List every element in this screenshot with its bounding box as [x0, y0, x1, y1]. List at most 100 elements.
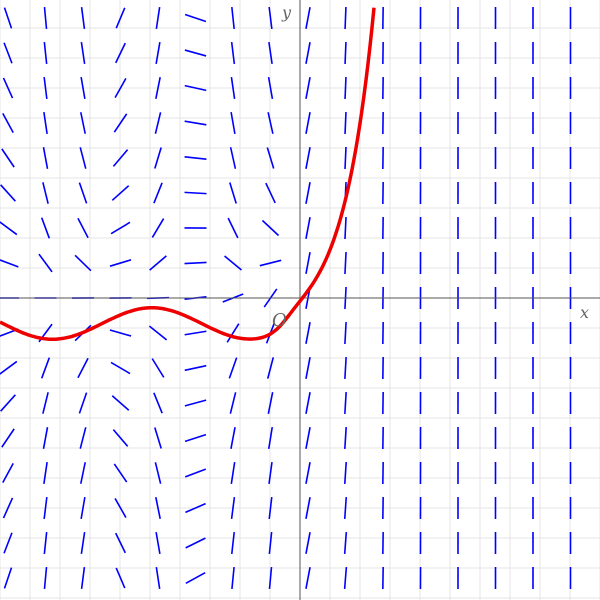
- slope-segment: [79, 462, 87, 484]
- slope-segment: [77, 357, 89, 379]
- slope-segment: [79, 427, 87, 449]
- slope-segment: [155, 77, 161, 99]
- slope-segment: [230, 462, 236, 484]
- y-axis-label: y: [281, 3, 292, 22]
- slope-segment: [42, 182, 49, 204]
- slope-segment: [184, 84, 207, 92]
- slope-segment: [155, 567, 161, 589]
- slope-segment: [43, 112, 48, 134]
- slope-segment: [305, 392, 311, 414]
- slope-segment: [0, 221, 18, 236]
- slope-segment: [155, 497, 161, 519]
- slope-segment: [43, 462, 48, 484]
- slope-segment: [305, 497, 311, 519]
- slope-segment: [305, 427, 311, 449]
- slope-segment: [267, 427, 274, 449]
- slope-segment: [305, 567, 311, 589]
- slope-segment: [267, 77, 274, 99]
- slope-segment: [78, 182, 88, 204]
- slope-segment: [185, 572, 206, 584]
- slope-segment: [80, 566, 86, 590]
- slope-segment: [344, 321, 347, 345]
- slope-segment: [2, 112, 14, 134]
- slope-segment: [114, 532, 127, 554]
- slope-segment: [40, 357, 51, 379]
- slope-segment: [109, 329, 132, 337]
- slope-segment: [151, 218, 165, 238]
- slope-segment: [149, 255, 167, 271]
- slope-segment: [0, 184, 16, 202]
- slope-segment: [344, 356, 347, 380]
- slope-segment: [43, 6, 48, 30]
- slope-segment: [43, 41, 48, 65]
- slope-segment: [268, 6, 273, 30]
- slope-segment: [230, 41, 236, 65]
- slope-segment: [265, 182, 276, 204]
- slope-segment: [79, 112, 87, 134]
- slope-segment: [344, 426, 347, 450]
- slope-segment: [184, 13, 207, 23]
- slope-segment: [344, 251, 347, 275]
- slope-segment: [230, 112, 236, 134]
- slope-segment: [43, 566, 48, 590]
- slope-segment: [305, 147, 311, 169]
- slope-segment: [344, 6, 347, 30]
- slope-segment: [109, 259, 132, 267]
- slope-segment: [305, 322, 311, 344]
- slope-segment: [231, 6, 235, 30]
- slope-segment: [151, 358, 165, 378]
- slope-segment: [185, 502, 206, 514]
- slope-segment: [80, 42, 86, 64]
- slope-segment: [229, 182, 237, 204]
- slope-segment: [2, 497, 14, 519]
- x-axis-label: x: [580, 303, 589, 322]
- slope-segment: [113, 113, 128, 133]
- slope-segment: [184, 468, 207, 478]
- slope-segment: [154, 147, 162, 169]
- slope-segment: [155, 7, 161, 29]
- slope-segment: [305, 532, 311, 554]
- slope-segment: [305, 42, 311, 64]
- slope-segment: [344, 76, 347, 100]
- slope-segment: [153, 182, 163, 204]
- slope-segment: [230, 496, 236, 520]
- slope-segment: [184, 364, 207, 372]
- slope-segment: [184, 433, 207, 443]
- slope-segment: [155, 42, 161, 64]
- slope-segment: [3, 7, 13, 29]
- slope-segment: [230, 531, 236, 555]
- slope-segment: [344, 41, 347, 65]
- slope-segment: [80, 532, 86, 554]
- slope-segment: [305, 217, 311, 239]
- slope-segment: [43, 76, 48, 100]
- slope-segment: [112, 149, 129, 167]
- slope-segment: [184, 399, 207, 407]
- slope-segment: [184, 191, 207, 195]
- slope-segment: [40, 217, 51, 239]
- slope-segment: [80, 6, 86, 30]
- slope-segment: [2, 462, 14, 484]
- slope-segment: [80, 77, 86, 99]
- slope-segment: [268, 496, 273, 520]
- slope-segment: [259, 259, 282, 267]
- slope-segment: [1, 428, 15, 448]
- slope-segment: [43, 496, 48, 520]
- slope-segment: [114, 498, 127, 518]
- slope-segment: [184, 120, 207, 126]
- slope-segment: [110, 361, 131, 375]
- slope-segment: [305, 7, 311, 29]
- slope-segment: [153, 392, 163, 414]
- slope-segment: [227, 217, 239, 239]
- slope-segment: [78, 392, 88, 414]
- slope-segment: [229, 392, 237, 414]
- slope-segment: [1, 148, 15, 168]
- slope-segment: [305, 77, 311, 99]
- slope-segment: [80, 497, 86, 519]
- slope-segment: [77, 217, 89, 239]
- slope-segment: [184, 330, 207, 336]
- slope-segment: [231, 566, 235, 590]
- slope-segment: [344, 216, 347, 240]
- slope-segment: [229, 147, 237, 169]
- solution-curve: [0, 7, 376, 341]
